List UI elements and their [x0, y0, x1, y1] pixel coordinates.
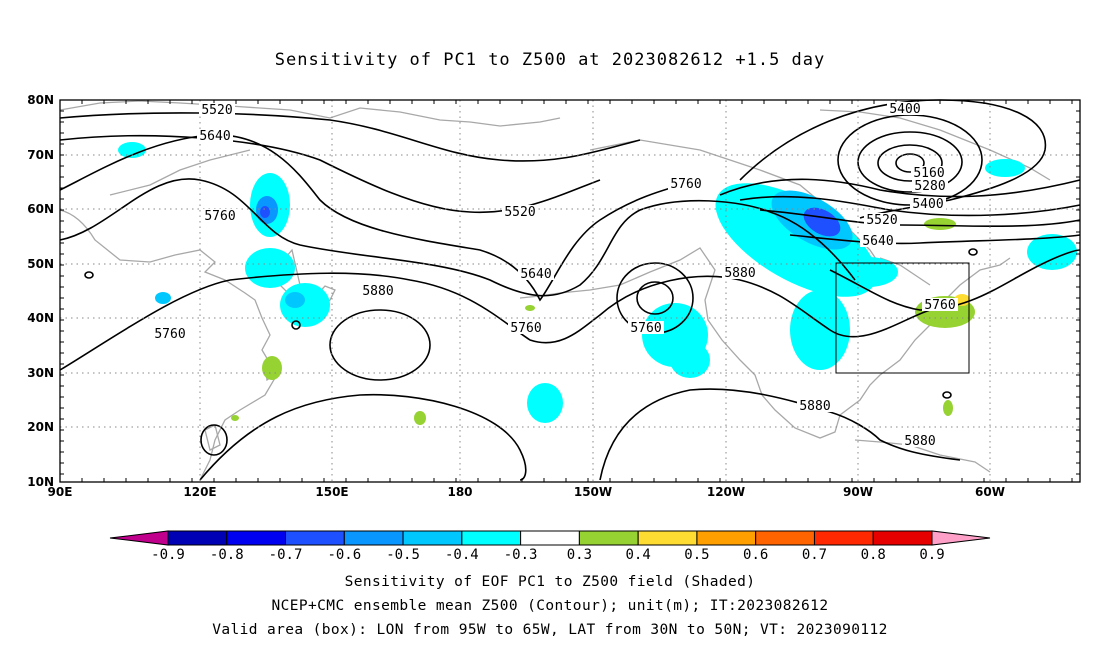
map-frame — [59, 99, 1081, 483]
lon-label: 150E — [315, 485, 348, 499]
colorbar-bin — [520, 530, 580, 546]
lat-label: 50N — [27, 257, 54, 271]
lat-label: 60N — [27, 202, 54, 216]
contour-label: 5520 — [201, 103, 232, 118]
lon-label: 120W — [707, 485, 745, 499]
contour-label: 5880 — [362, 284, 393, 299]
colorbar-bin — [578, 530, 639, 546]
lat-label: 20N — [27, 420, 54, 434]
colorbar-bin — [402, 530, 463, 546]
colorbar-min-arrow — [109, 530, 169, 546]
colorbar-label: -0.9 — [151, 547, 185, 563]
contour-label: 5520 — [866, 213, 897, 228]
colorbar-bin — [696, 530, 757, 546]
colorbar-bin — [637, 530, 698, 546]
contour-label: 5760 — [924, 298, 955, 313]
coastlines — [59, 100, 1051, 481]
colorbar-label: 0.8 — [861, 547, 886, 563]
colorbar-bin — [226, 530, 287, 546]
lat-label: 80N — [27, 93, 54, 107]
colorbar-label: -0.8 — [210, 547, 244, 563]
colorbar-label: 0.3 — [567, 547, 592, 563]
contour-label: 5760 — [630, 321, 661, 336]
contour-labels: 5520 5640 5760 5760 5880 5520 5640 5760 5760 5760… — [152, 102, 958, 449]
map-title: Sensitivity of PC1 to Z500 at 2023082612… — [274, 50, 826, 70]
colorbar-label: -0.6 — [327, 547, 361, 563]
z500-contours — [59, 99, 1081, 481]
contour-label: 5280 — [914, 179, 945, 194]
colorbar-bin — [461, 530, 522, 546]
colorbar-bin — [872, 530, 933, 546]
lon-label: 90E — [48, 485, 73, 499]
contour-label: 5880 — [724, 266, 755, 281]
colorbar-label: -0.3 — [504, 547, 538, 563]
contour-label: 5760 — [154, 327, 185, 342]
contour-label: 5640 — [862, 234, 893, 249]
lon-label: 90W — [843, 485, 873, 499]
colorbar-bin — [813, 530, 874, 546]
lat-label: 70N — [27, 148, 54, 162]
colorbar-label: 0.4 — [626, 547, 651, 563]
lat-label: 40N — [27, 311, 54, 325]
colorbar-max-arrow — [931, 530, 991, 546]
colorbar-bin — [167, 530, 228, 546]
contour-label: 5880 — [799, 399, 830, 414]
contour-label: 5640 — [199, 129, 230, 144]
contour-label: 5160 — [913, 166, 944, 181]
contour-label: 5760 — [670, 177, 701, 192]
caption-line-1: Sensitivity of EOF PC1 to Z500 field (Sh… — [344, 574, 756, 590]
contour-label: 5760 — [510, 321, 541, 336]
caption-line-3: Valid area (box): LON from 95W to 65W, L… — [212, 622, 888, 638]
lon-label: 120E — [183, 485, 216, 499]
colorbar-bin — [755, 530, 815, 546]
colorbar-label: 0.7 — [802, 547, 827, 563]
colorbar-label: 0.5 — [684, 547, 709, 563]
colorbar-bin — [285, 530, 345, 546]
contour-label: 5760 — [204, 209, 235, 224]
caption-line-2: NCEP+CMC ensemble mean Z500 (Contour); u… — [271, 598, 829, 614]
colorbar: -0.9 -0.8 -0.7 -0.6 -0.5 -0.4 -0.3 0.3 0.4 0.5 0.6… — [109, 530, 991, 563]
lon-label: 60W — [975, 485, 1005, 499]
colorbar-bin — [343, 530, 404, 546]
lat-label: 30N — [27, 366, 54, 380]
contour-label: 5880 — [904, 434, 935, 449]
lon-label: 150W — [574, 485, 612, 499]
contour-label: 5400 — [912, 197, 943, 212]
colorbar-label: -0.4 — [445, 547, 479, 563]
contour-label: 5520 — [504, 205, 535, 220]
lon-label: 180 — [447, 485, 472, 499]
colorbar-label: -0.7 — [269, 547, 303, 563]
colorbar-label: 0.9 — [919, 547, 944, 563]
lat-label: 10N — [27, 475, 54, 489]
valid-area-box — [835, 262, 970, 374]
sensitivity-shading — [118, 142, 1077, 425]
contour-label: 5640 — [520, 267, 551, 282]
colorbar-label: 0.6 — [743, 547, 768, 563]
contour-label: 5400 — [889, 102, 920, 117]
colorbar-label: -0.5 — [386, 547, 420, 563]
